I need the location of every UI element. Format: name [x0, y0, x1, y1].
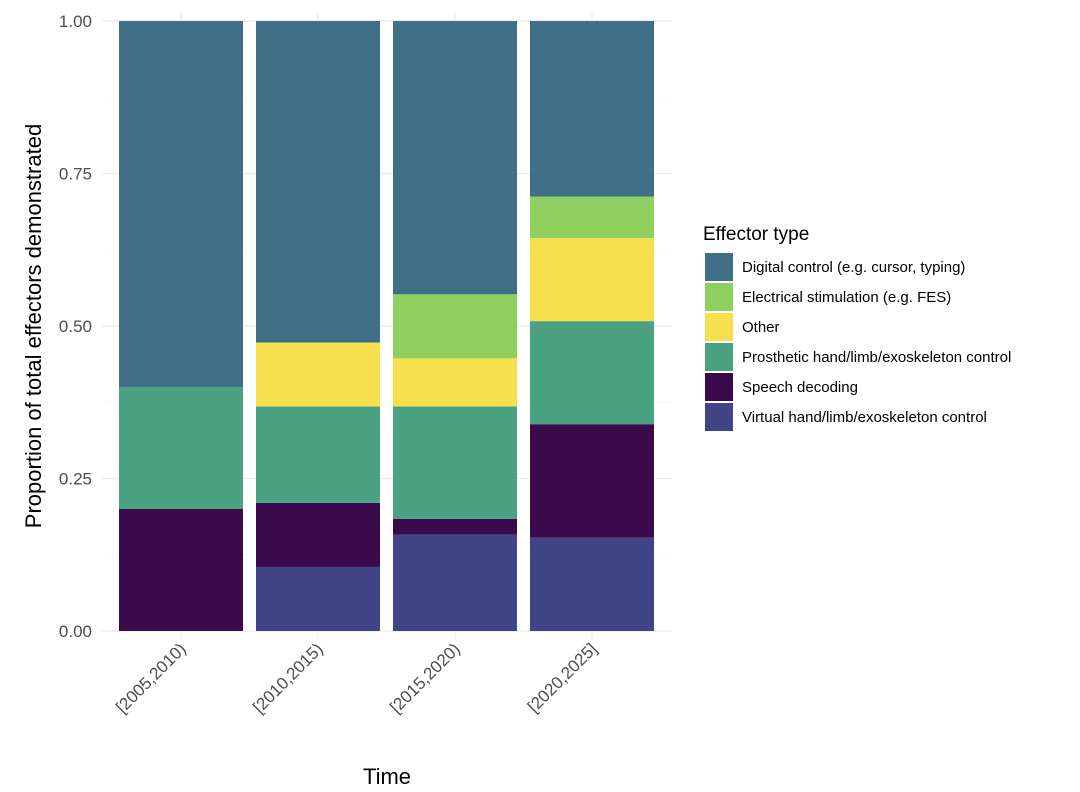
y-tick-label: 1.00: [59, 12, 92, 31]
legend: Effector type Digital control (e.g. curs…: [703, 224, 1011, 431]
bar-segment: [393, 21, 517, 295]
bar-segment: [256, 21, 380, 343]
legend-item: Other: [705, 313, 780, 341]
x-tick-label: [2015,2020): [386, 639, 464, 717]
legend-items: Digital control (e.g. cursor, typing) Ele…: [705, 253, 1011, 431]
x-tick-label: [2020,2025]: [524, 639, 601, 716]
y-tick-label: 0.25: [59, 470, 92, 489]
legend-item: Prosthetic hand/limb/exoskeleton control: [705, 343, 1011, 371]
bar-segment: [256, 406, 380, 503]
y-tick-label: 0.75: [59, 165, 92, 184]
y-tick-label: 0.50: [59, 317, 92, 336]
legend-swatch: [705, 253, 733, 281]
x-tick-label: [2010,2015): [249, 639, 327, 717]
bar-segment: [119, 387, 243, 509]
bar-segment: [256, 566, 380, 631]
bar-segment: [530, 21, 654, 197]
bar-segment: [393, 358, 517, 407]
legend-swatch: [705, 283, 733, 311]
legend-item: Electrical stimulation (e.g. FES): [705, 283, 951, 311]
y-tick-label: 0.00: [59, 622, 92, 641]
bar-segment: [530, 321, 654, 425]
legend-item: Virtual hand/limb/exoskeleton control: [705, 403, 987, 431]
legend-label: Other: [742, 319, 780, 336]
bar-segment: [393, 518, 517, 535]
bar-segments: [119, 21, 654, 631]
y-axis-title: Proportion of total effectors demonstrat…: [21, 124, 46, 528]
bar-segment: [256, 502, 380, 567]
legend-swatch: [705, 343, 733, 371]
legend-title: Effector type: [703, 224, 809, 245]
legend-swatch: [705, 313, 733, 341]
bar-segment: [119, 509, 243, 631]
bar-segment: [393, 534, 517, 631]
bar-segment: [393, 294, 517, 359]
bar-segment: [530, 238, 654, 322]
x-axis-title: Time: [363, 764, 411, 789]
y-axis-tick-labels: 0.00 0.25 0.50 0.75 1.00: [59, 12, 92, 641]
x-axis-tick-labels: [2005,2010) [2010,2015) [2015,2020) [2020,2…: [112, 639, 601, 717]
legend-label: Electrical stimulation (e.g. FES): [742, 289, 951, 306]
legend-label: Speech decoding: [742, 379, 858, 396]
legend-item: Digital control (e.g. cursor, typing): [705, 253, 965, 281]
bar-segment: [393, 406, 517, 519]
x-tick-label: [2005,2010): [112, 639, 190, 717]
legend-label: Digital control (e.g. cursor, typing): [742, 259, 965, 276]
legend-item: Speech decoding: [705, 373, 858, 401]
legend-label: Virtual hand/limb/exoskeleton control: [742, 409, 987, 426]
bar-segment: [256, 342, 380, 407]
bar-segment: [119, 21, 243, 387]
legend-swatch: [705, 373, 733, 401]
bar-segment: [530, 424, 654, 538]
legend-swatch: [705, 403, 733, 431]
bar-segment: [530, 537, 654, 631]
bar-segment: [530, 196, 654, 239]
legend-label: Prosthetic hand/limb/exoskeleton control: [742, 349, 1011, 366]
